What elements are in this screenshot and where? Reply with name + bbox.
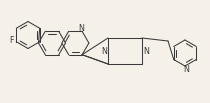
Text: N: N — [183, 64, 189, 74]
Text: N: N — [78, 24, 84, 33]
Text: N: N — [143, 46, 149, 56]
Text: N: N — [101, 46, 107, 56]
Text: F: F — [9, 36, 14, 45]
